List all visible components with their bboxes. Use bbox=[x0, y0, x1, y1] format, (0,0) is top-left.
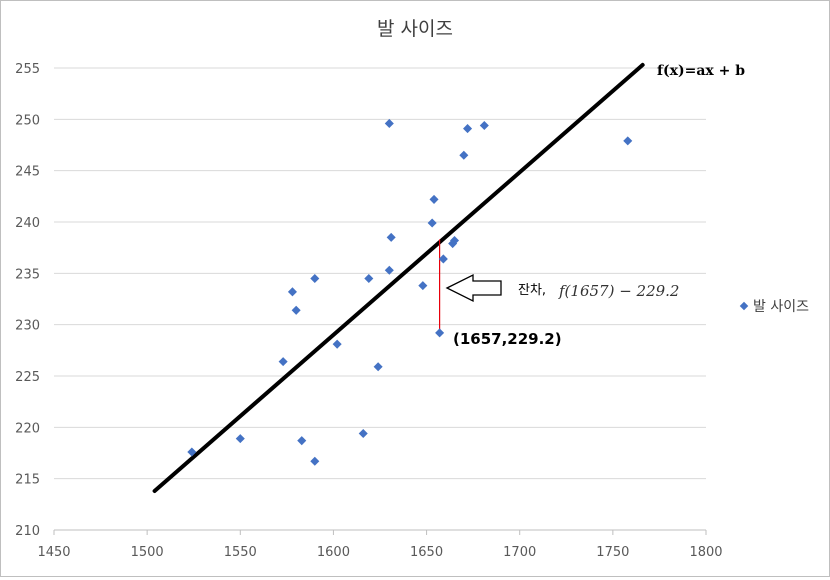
x-tick-label: 1700 bbox=[503, 545, 536, 560]
data-point bbox=[278, 357, 288, 367]
x-axis-ticks: 1450 1500 1550 1600 1650 1700 1750 1800 bbox=[37, 545, 722, 560]
data-point bbox=[418, 281, 428, 291]
x-tick-label: 1600 bbox=[317, 545, 350, 560]
y-tick-label: 245 bbox=[15, 165, 40, 180]
data-point bbox=[479, 120, 489, 131]
data-point bbox=[287, 287, 297, 297]
data-point bbox=[310, 456, 320, 466]
data-point bbox=[386, 232, 396, 242]
y-tick-label: 225 bbox=[15, 370, 40, 385]
x-tick-label: 1500 bbox=[131, 545, 164, 560]
data-point bbox=[373, 362, 383, 372]
fit-line-label: f(x)=ax + b bbox=[657, 63, 745, 79]
data-point bbox=[358, 428, 368, 439]
y-axis-ticks: 210 215 220 225 230 235 240 245 250 255 bbox=[15, 62, 40, 539]
y-tick-label: 220 bbox=[15, 421, 40, 436]
y-tick-label: 240 bbox=[15, 216, 40, 231]
x-tick-label: 1750 bbox=[596, 545, 629, 560]
data-point bbox=[459, 150, 469, 160]
x-tick-label: 1450 bbox=[37, 545, 70, 560]
data-point bbox=[291, 305, 301, 315]
data-point bbox=[623, 136, 633, 146]
fit-line bbox=[152, 62, 645, 493]
legend-label: 발 사이즈 bbox=[753, 299, 809, 315]
y-tick-label: 215 bbox=[15, 473, 40, 488]
x-tick-label: 1550 bbox=[224, 545, 257, 560]
chart-title: 발 사이즈 bbox=[377, 18, 453, 40]
data-point bbox=[435, 328, 445, 338]
x-tick-label: 1800 bbox=[689, 545, 722, 560]
y-tick-label: 255 bbox=[15, 62, 40, 77]
y-tick-label: 235 bbox=[15, 267, 40, 282]
data-point bbox=[332, 339, 342, 349]
point-label: (1657,229.2) bbox=[453, 330, 562, 348]
y-tick-label: 210 bbox=[15, 524, 40, 539]
x-tick-label: 1650 bbox=[410, 545, 443, 560]
y-tick-label: 250 bbox=[15, 113, 40, 128]
data-point bbox=[364, 273, 374, 283]
data-point bbox=[429, 194, 439, 204]
data-point bbox=[187, 447, 197, 457]
data-point bbox=[297, 436, 307, 446]
data-point bbox=[438, 254, 448, 264]
y-tick-label: 230 bbox=[15, 319, 40, 334]
data-point bbox=[463, 124, 473, 134]
data-point bbox=[427, 218, 437, 228]
residual-expression: f(1657) − 229.2 bbox=[558, 282, 679, 300]
residual-label: 잔차, bbox=[518, 283, 546, 298]
residual-arrow bbox=[445, 273, 502, 303]
fit-line-group bbox=[152, 62, 645, 493]
data-point bbox=[235, 434, 245, 444]
data-point bbox=[384, 118, 394, 128]
gridlines bbox=[53, 67, 707, 535]
data-point bbox=[449, 235, 460, 246]
data-point bbox=[310, 273, 320, 283]
legend: 발 사이즈 bbox=[739, 299, 809, 315]
legend-marker bbox=[739, 301, 749, 311]
